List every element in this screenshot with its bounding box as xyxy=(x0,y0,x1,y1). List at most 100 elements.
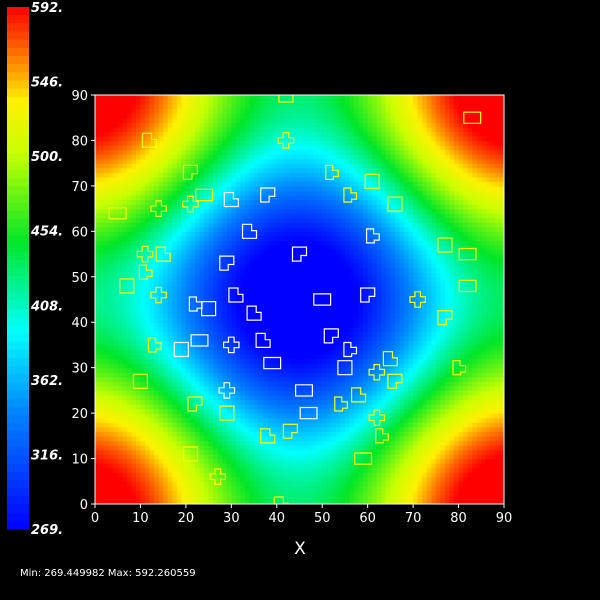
heat-cell xyxy=(340,140,346,146)
heat-cell xyxy=(326,376,332,382)
heat-cell xyxy=(322,426,328,432)
heat-cell xyxy=(304,481,310,487)
heat-cell xyxy=(276,367,282,373)
heat-cell xyxy=(181,154,187,160)
heat-cell xyxy=(326,467,332,473)
heat-cell xyxy=(194,104,201,110)
heat-cell xyxy=(285,276,292,282)
heat-cell xyxy=(285,172,292,178)
heat-cell xyxy=(95,176,101,182)
heat-cell xyxy=(299,122,305,128)
heat-cell xyxy=(154,358,160,364)
heat-cell xyxy=(276,154,282,160)
heat-cell xyxy=(294,135,301,142)
heat-cell xyxy=(167,249,173,255)
heat-cell xyxy=(108,244,114,251)
heat-cell xyxy=(322,372,328,378)
heat-cell xyxy=(217,113,223,119)
heat-cell xyxy=(240,463,246,469)
heat-cell xyxy=(126,294,132,301)
heat-cell xyxy=(217,372,223,378)
heat-cell xyxy=(135,290,142,296)
heat-cell xyxy=(117,304,123,310)
heat-cell xyxy=(176,167,182,173)
heat-cell xyxy=(299,117,305,123)
heat-cell xyxy=(281,126,287,132)
heat-cell xyxy=(213,113,219,119)
heat-cell xyxy=(285,267,292,273)
heat-cell xyxy=(254,199,260,205)
heat-cell xyxy=(108,440,114,446)
heat-cell xyxy=(244,254,251,260)
heat-cell xyxy=(244,240,251,246)
heat-cell xyxy=(126,194,132,201)
heat-cell xyxy=(254,426,260,432)
heat-cell xyxy=(104,467,110,473)
heat-cell xyxy=(226,95,232,101)
heat-cell xyxy=(131,163,137,169)
heat-cell xyxy=(272,349,278,355)
heat-cell xyxy=(185,467,192,473)
heat-cell xyxy=(108,485,114,491)
heat-cell xyxy=(331,276,337,282)
heat-cell xyxy=(299,135,305,142)
heat-cell xyxy=(99,199,105,205)
heat-cell xyxy=(176,181,182,187)
heat-cell xyxy=(154,413,160,419)
heat-cell xyxy=(281,272,287,278)
heat-cell xyxy=(176,440,182,446)
heat-cell xyxy=(340,463,346,469)
heat-cell xyxy=(213,499,219,504)
heat-cell xyxy=(254,167,260,173)
heat-cell xyxy=(276,158,282,164)
heat-cell xyxy=(172,135,178,142)
heat-cell xyxy=(181,335,187,341)
heat-cell xyxy=(322,404,328,410)
heat-cell xyxy=(117,126,123,132)
heat-cell xyxy=(144,335,151,341)
heat-cell xyxy=(308,349,314,355)
heat-cell xyxy=(340,299,346,305)
heat-cell xyxy=(144,358,151,364)
heat-cell xyxy=(281,244,287,251)
heat-cell xyxy=(231,331,237,337)
heat-cell xyxy=(185,167,192,173)
heat-cell xyxy=(208,163,214,169)
heat-cell xyxy=(304,385,310,391)
heat-cell xyxy=(249,344,255,351)
heat-cell xyxy=(204,235,210,242)
heat-cell xyxy=(235,481,242,487)
heat-cell xyxy=(308,272,314,278)
heat-cell xyxy=(158,404,164,410)
heat-cell xyxy=(281,349,287,355)
heat-cell xyxy=(158,149,164,155)
heat-cell xyxy=(194,108,201,114)
heat-cell xyxy=(163,490,169,496)
heat-cell xyxy=(194,385,201,391)
heat-cell xyxy=(285,344,292,351)
heat-cell xyxy=(199,476,205,482)
heat-cell xyxy=(217,154,223,160)
heat-cell xyxy=(217,494,223,501)
heat-cell xyxy=(344,299,351,305)
heat-cell xyxy=(185,481,192,487)
heat-cell xyxy=(335,204,341,210)
heat-cell xyxy=(176,294,182,301)
heat-cell xyxy=(308,204,314,210)
heat-cell xyxy=(267,485,273,491)
heat-cell xyxy=(222,390,228,396)
heat-cell xyxy=(190,490,196,496)
heat-cell xyxy=(185,281,192,287)
heat-cell xyxy=(131,435,137,441)
heat-cell xyxy=(194,317,201,323)
heat-cell xyxy=(144,317,151,323)
heat-cell xyxy=(285,204,292,210)
heat-cell xyxy=(272,408,278,414)
heat-cell xyxy=(285,372,292,378)
heat-cell xyxy=(226,222,232,228)
heat-cell xyxy=(217,304,223,310)
heat-cell xyxy=(154,426,160,432)
heat-cell xyxy=(258,113,264,119)
heat-cell xyxy=(185,258,192,264)
heat-cell xyxy=(194,95,201,101)
